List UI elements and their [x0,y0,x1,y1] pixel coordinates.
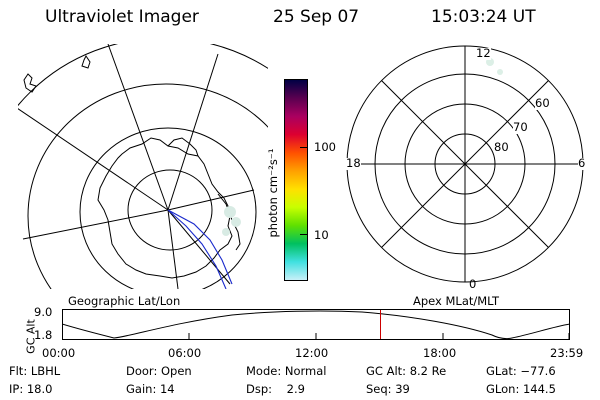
apex-panel-label: Apex MLat/MLT [413,294,500,308]
geo-meridian [167,209,179,289]
auroral-glow [497,69,503,75]
mlt-label-18: 18 [346,156,361,170]
auroral-glow [222,228,230,236]
apex-mlt-line [381,80,549,248]
colorbar-unit-label: photon cm⁻²s⁻¹ [266,148,280,238]
geo-meridian [167,53,219,211]
auroral-glow [231,217,241,227]
colorbar-tick-label: 100 [314,140,336,154]
geographic-panel-label: Geographic Lat/Lon [68,294,181,308]
mlt-label-12: 12 [476,46,491,60]
info-glat: GLat: −77.6 [486,364,556,378]
info-door: Door: Open [126,364,192,378]
auroral-glow [224,206,236,218]
info-glon: GLon: 144.5 [486,382,556,396]
mlat-label-60: 60 [535,96,550,110]
altitude-ytick-max: 9.0 [34,305,53,319]
instrument-title: Ultraviolet Imager [45,7,199,27]
altitude-xtick-label: 18:00 [423,346,457,360]
altitude-curve [62,310,570,340]
colorbar-tick [300,147,307,148]
mlt-label-0: 0 [469,277,477,291]
altitude-xtick-label: 00:00 [42,346,76,360]
apex-polar-grid [346,45,584,283]
altitude-plot [62,309,570,340]
geographic-map [18,44,268,289]
colorbar-tick [300,234,307,235]
time-label: 15:03:24 UT [431,7,536,27]
colorbar [284,79,308,281]
info-mode: Mode: Normal [246,364,327,378]
geo-meridian [167,189,255,211]
colorbar-gradient [285,80,307,280]
colorbar-tick-label: 10 [314,228,329,242]
auroral-glow [486,58,494,66]
mlat-label-80: 80 [494,140,509,154]
info-dsp: Dsp: 2.9 [246,382,305,396]
satellite-track [167,209,233,285]
altitude-ytick-min: 1.8 [34,328,53,342]
altitude-xtick-label: 23:59 [550,346,584,360]
info-filter: Flt: LBHL [9,364,61,378]
geo-meridian [22,209,169,240]
geo-meridian [18,108,169,211]
satellite-track [167,209,227,289]
info-ip: IP: 18.0 [9,382,53,396]
coastline [81,55,91,69]
date-label: 25 Sep 07 [273,7,360,27]
geo-lat-circle [127,169,213,251]
geo-meridian [167,209,231,285]
coastline [23,73,37,93]
mlat-label-70: 70 [513,120,528,134]
altitude-xtick-label: 12:00 [295,346,329,360]
coastline [97,137,233,279]
geo-meridian [107,44,169,211]
geo-lat-circle [18,44,268,107]
info-gc-alt: GC Alt: 8.2 Re [366,364,447,378]
altitude-xtick-label: 06:00 [168,346,202,360]
geo-lat-circle [27,83,268,289]
info-seq: Seq: 39 [366,382,410,396]
geo-lat-circle [79,127,257,289]
coastline [167,137,199,157]
mlt-label-6: 6 [578,156,586,170]
info-gain: Gain: 14 [126,382,175,396]
